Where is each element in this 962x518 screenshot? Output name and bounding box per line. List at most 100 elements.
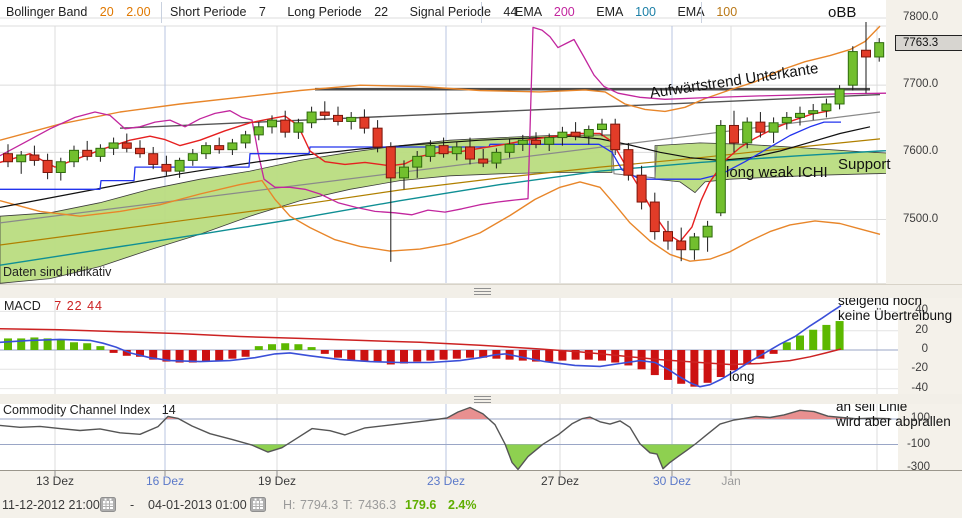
candle-body (29, 154, 40, 161)
candle-body (3, 153, 13, 163)
macd-histogram-bar (545, 350, 554, 362)
macd-histogram-bar (624, 350, 633, 366)
candle-body (544, 137, 555, 145)
panel-splitter[interactable] (0, 394, 962, 404)
splitter-grip-icon (474, 396, 491, 403)
short-periode-label: Short Periode (170, 5, 247, 19)
macd-histogram-bar (796, 335, 804, 350)
indicator-legend: Bollinger Band 20 2.00 Short Periode 7 L… (0, 0, 886, 26)
bollinger-period: 20 (99, 5, 114, 19)
ema100a-label: EMA (596, 5, 623, 19)
candle-body (821, 103, 832, 112)
candle-body (781, 116, 792, 124)
annotation-long: long (729, 369, 755, 384)
cci-label: Commodity Channel Index (3, 403, 151, 417)
candle-body (319, 111, 330, 116)
candle-body (465, 146, 475, 160)
candle-body (267, 119, 277, 128)
cci-period: 14 (161, 403, 176, 417)
candle-body (82, 149, 93, 157)
macd-legend[interactable]: MACD 7 22 44 (4, 299, 103, 313)
candle-body (240, 134, 251, 144)
candle-body (623, 149, 634, 176)
macd-histogram-bar (254, 346, 263, 350)
candle-body (95, 147, 106, 157)
macd-histogram-bar (17, 338, 26, 350)
candle-body (121, 142, 132, 149)
macd-histogram-bar (281, 343, 290, 350)
macd-histogram-bar (360, 350, 369, 362)
macd-histogram-bar (334, 350, 342, 358)
range-separator: - (130, 498, 135, 512)
candle-body (187, 153, 198, 161)
legend-separator (701, 2, 702, 23)
candle-body (755, 121, 766, 133)
candle-body (412, 155, 423, 168)
ema200-label: EMA (515, 5, 542, 19)
bollinger-label: Bollinger Band (6, 5, 88, 19)
candle-body (333, 114, 343, 122)
candle-body (597, 123, 607, 131)
candle-body (227, 142, 238, 151)
long-periode-value: 22 (374, 5, 389, 19)
candle-body (55, 161, 66, 173)
macd-histogram-bar (558, 350, 567, 361)
calendar-icon[interactable] (100, 497, 116, 512)
macd-histogram-bar (122, 350, 131, 356)
macd-histogram-bar (215, 350, 224, 361)
candle-body (253, 126, 264, 136)
macd-label: MACD (4, 299, 41, 313)
macd-histogram-bar (703, 350, 712, 383)
annotation-daten-indikativ: Daten sind indikativ (3, 265, 112, 279)
status-bar: 11-12-2012 21:00 - 04-01-2013 01:00 H: 7… (0, 494, 962, 518)
macd-histogram-bar (413, 350, 422, 362)
macd-histogram-bar (30, 337, 39, 350)
change-percent: 2.4% (448, 498, 477, 512)
macd-histogram-bar (518, 350, 527, 361)
candle-body (214, 145, 225, 151)
candle-body (649, 201, 660, 233)
ema100b-value: 100 (716, 5, 738, 19)
candle-body (874, 42, 885, 58)
candle-body (504, 143, 515, 153)
cci-fill (0, 407, 890, 419)
macd-histogram-bar (822, 324, 831, 350)
macd-histogram-bar (56, 339, 65, 350)
candle-body (729, 124, 739, 144)
signal-periode-label: Signal Periode (409, 5, 491, 19)
signal-periode-value: 44 (503, 5, 518, 19)
legend-separator (481, 2, 482, 23)
candle-body (16, 154, 27, 163)
macd-histogram-bar (347, 350, 356, 361)
range-start-datetime: 11-12-2012 21:00 (2, 498, 100, 512)
candle-body (42, 159, 53, 173)
macd-histogram-bar (188, 350, 197, 363)
candle-body (676, 240, 687, 251)
candle-body (742, 121, 753, 144)
panel-splitter[interactable] (0, 284, 962, 298)
legend-bollinger[interactable]: Bollinger Band 20 2.00 (6, 0, 151, 25)
period-high-label: H: (283, 498, 296, 512)
candle-body (438, 145, 449, 155)
annotation-obb: oBB (828, 4, 857, 21)
candle-body (280, 119, 291, 133)
calendar-icon[interactable] (250, 497, 266, 512)
candle-body (359, 116, 370, 129)
legend-macd-params[interactable]: Short Periode 7 Long Periode 22 Signal P… (170, 0, 517, 25)
candle-body (399, 166, 409, 179)
annotation-ichimoku: long weak ICHI (726, 164, 828, 181)
legend-emas[interactable]: EMA 200 EMA 100 EMA 100 (515, 0, 737, 25)
legend-separator (161, 2, 162, 23)
current-price-badge: 7763.3 (895, 35, 962, 51)
cci-legend[interactable]: Commodity Channel Index 14 (3, 403, 176, 417)
period-low-value: 7436.3 (358, 498, 397, 512)
candle-body (663, 231, 673, 242)
candle-body (531, 139, 541, 145)
macd-params: 7 22 44 (54, 299, 104, 313)
macd-histogram-bar (320, 350, 329, 354)
candle-body (69, 149, 79, 163)
range-end-datetime: 04-01-2013 01:00 (148, 498, 247, 512)
macd-histogram-bar (769, 350, 778, 354)
